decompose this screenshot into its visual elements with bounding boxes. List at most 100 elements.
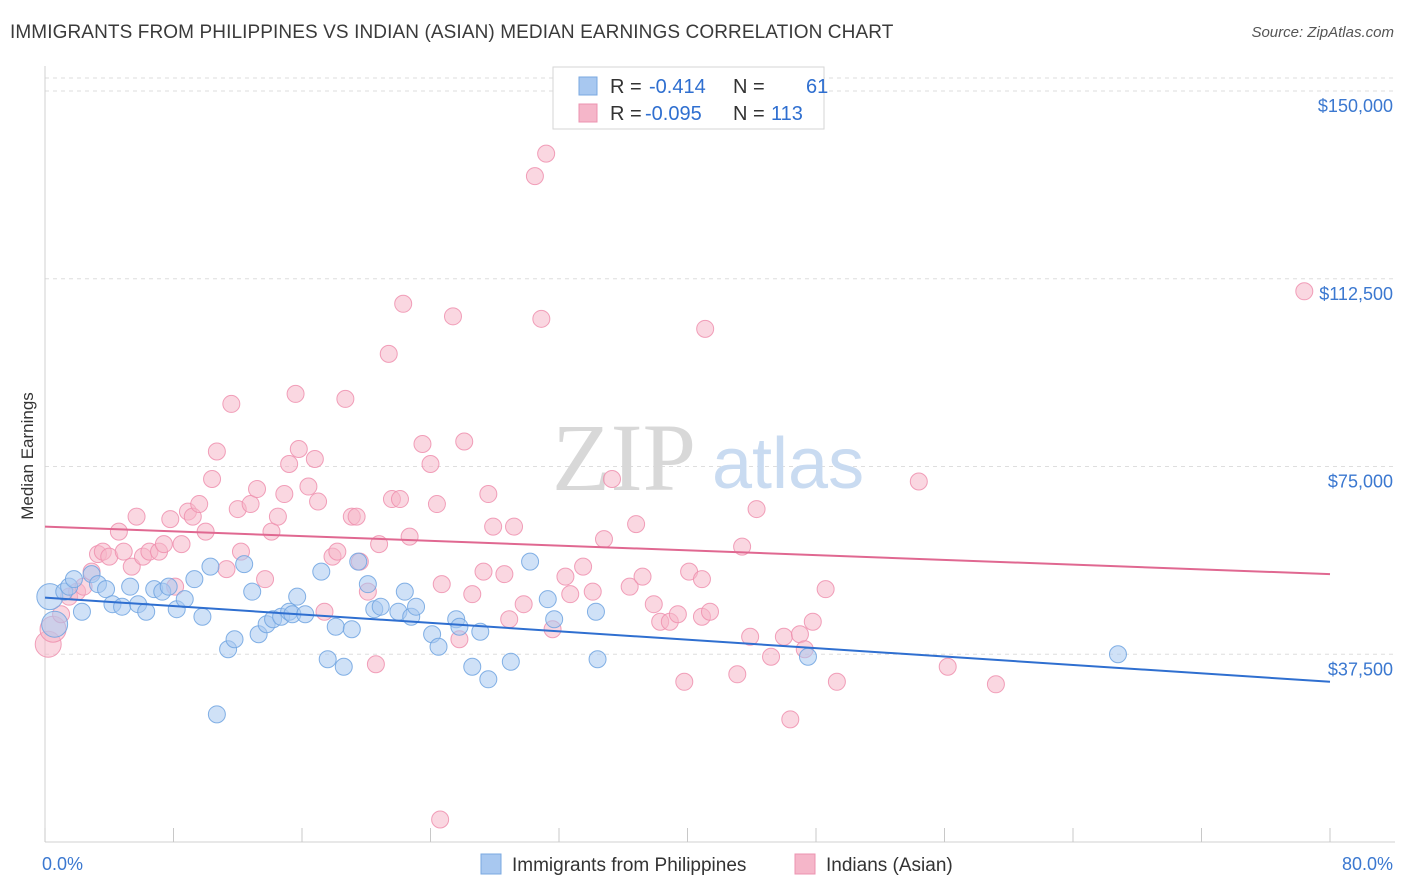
point-indians (484, 517, 503, 536)
x-ticks (44, 828, 1331, 842)
point-indians (172, 535, 191, 554)
point-philippines (521, 552, 540, 571)
point-philippines (113, 597, 132, 616)
point-indians (315, 602, 334, 621)
point-philippines (1108, 645, 1127, 664)
point-indians (790, 625, 809, 644)
point-indians (366, 655, 385, 674)
point-indians (394, 294, 413, 313)
point-indians (109, 522, 128, 541)
point-indians (432, 575, 451, 594)
stats-n-value-indians: 113 (771, 103, 803, 125)
point-philippines (72, 602, 91, 621)
stats-swatch-indians (578, 103, 598, 123)
point-philippines (479, 670, 498, 689)
point-philippines (137, 602, 156, 621)
point-indians (443, 307, 462, 326)
point-indians (816, 580, 835, 599)
point-indians (400, 527, 419, 546)
point-philippines (798, 647, 817, 666)
point-indians (479, 485, 498, 504)
point-philippines (334, 657, 353, 676)
trend-line-philippines (44, 596, 1331, 683)
y-axis-label: Median Earnings (18, 392, 37, 520)
point-indians (280, 455, 299, 474)
point-philippines (97, 580, 116, 599)
point-philippines (588, 650, 607, 669)
point-indians (190, 495, 209, 514)
y-tick-label: $112,500 (1319, 284, 1393, 304)
point-philippines (207, 705, 226, 724)
stats-legend-box (552, 66, 825, 130)
point-indians (495, 565, 514, 584)
point-philippines (429, 637, 448, 656)
point-indians (127, 507, 146, 526)
point-indians (532, 309, 551, 328)
y-tick-label: $150,000 (1318, 96, 1393, 116)
point-philippines (349, 552, 368, 571)
point-philippines (243, 582, 262, 601)
chart-title: IMMIGRANTS FROM PHILIPPINES VS INDIAN (A… (10, 22, 894, 43)
point-indians (633, 567, 652, 586)
point-indians (986, 675, 1005, 694)
point-indians (700, 602, 719, 621)
point-indians (728, 665, 747, 684)
point-indians (122, 557, 141, 576)
legend-label-philippines: Immigrants from Philippines (512, 855, 746, 876)
point-philippines (407, 597, 426, 616)
point-indians (747, 500, 766, 519)
point-indians (268, 507, 287, 526)
axes (44, 66, 1395, 843)
point-philippines (201, 557, 220, 576)
point-indians (336, 389, 355, 408)
point-indians (696, 319, 715, 338)
point-indians (154, 535, 173, 554)
point-indians (603, 470, 622, 489)
point-indians (207, 442, 226, 461)
point-philippines (463, 657, 482, 676)
point-philippines (358, 575, 377, 594)
stats-n-value-philippines: 61 (806, 76, 828, 98)
legend-swatch-indians (794, 853, 816, 875)
point-indians (938, 657, 957, 676)
point-indians (309, 492, 328, 511)
point-indians (390, 490, 409, 509)
watermark-atlas: atlas (712, 424, 864, 504)
source-credit: Source: ZipAtlas.com (1251, 24, 1394, 41)
point-indians (256, 570, 275, 589)
series-legend: Immigrants from Philippines Indians (Asi… (480, 853, 953, 876)
y-tick-labels: $37,500 $75,000 $112,500 $150,000 (1318, 96, 1393, 679)
stats-r-value-philippines: -0.414 (649, 76, 706, 98)
y-tick-label: $37,500 (1328, 659, 1393, 679)
stats-swatch-philippines (578, 76, 598, 96)
point-philippines (342, 620, 361, 639)
point-philippines (312, 562, 331, 581)
point-indians (431, 810, 450, 829)
point-indians (1295, 282, 1314, 301)
point-indians (733, 537, 752, 556)
trend-line-indians (44, 525, 1331, 576)
point-philippines (538, 590, 557, 609)
legend-swatch-philippines (480, 853, 502, 875)
point-indians (668, 605, 687, 624)
point-indians (574, 557, 593, 576)
point-philippines (185, 570, 204, 589)
point-indians (114, 542, 133, 561)
point-indians (474, 562, 493, 581)
point-philippines (450, 617, 469, 636)
point-philippines (545, 610, 564, 629)
point-indians (203, 470, 222, 489)
point-philippines (41, 610, 69, 638)
point-philippines (395, 582, 414, 601)
point-philippines (225, 630, 244, 649)
point-philippines (318, 650, 337, 669)
point-indians (514, 595, 533, 614)
point-indians (909, 472, 928, 491)
point-indians (248, 480, 267, 499)
point-indians (762, 647, 781, 666)
point-indians (347, 507, 366, 526)
point-indians (781, 710, 800, 729)
stats-r-value-indians: -0.095 (645, 103, 702, 125)
point-indians (427, 495, 446, 514)
